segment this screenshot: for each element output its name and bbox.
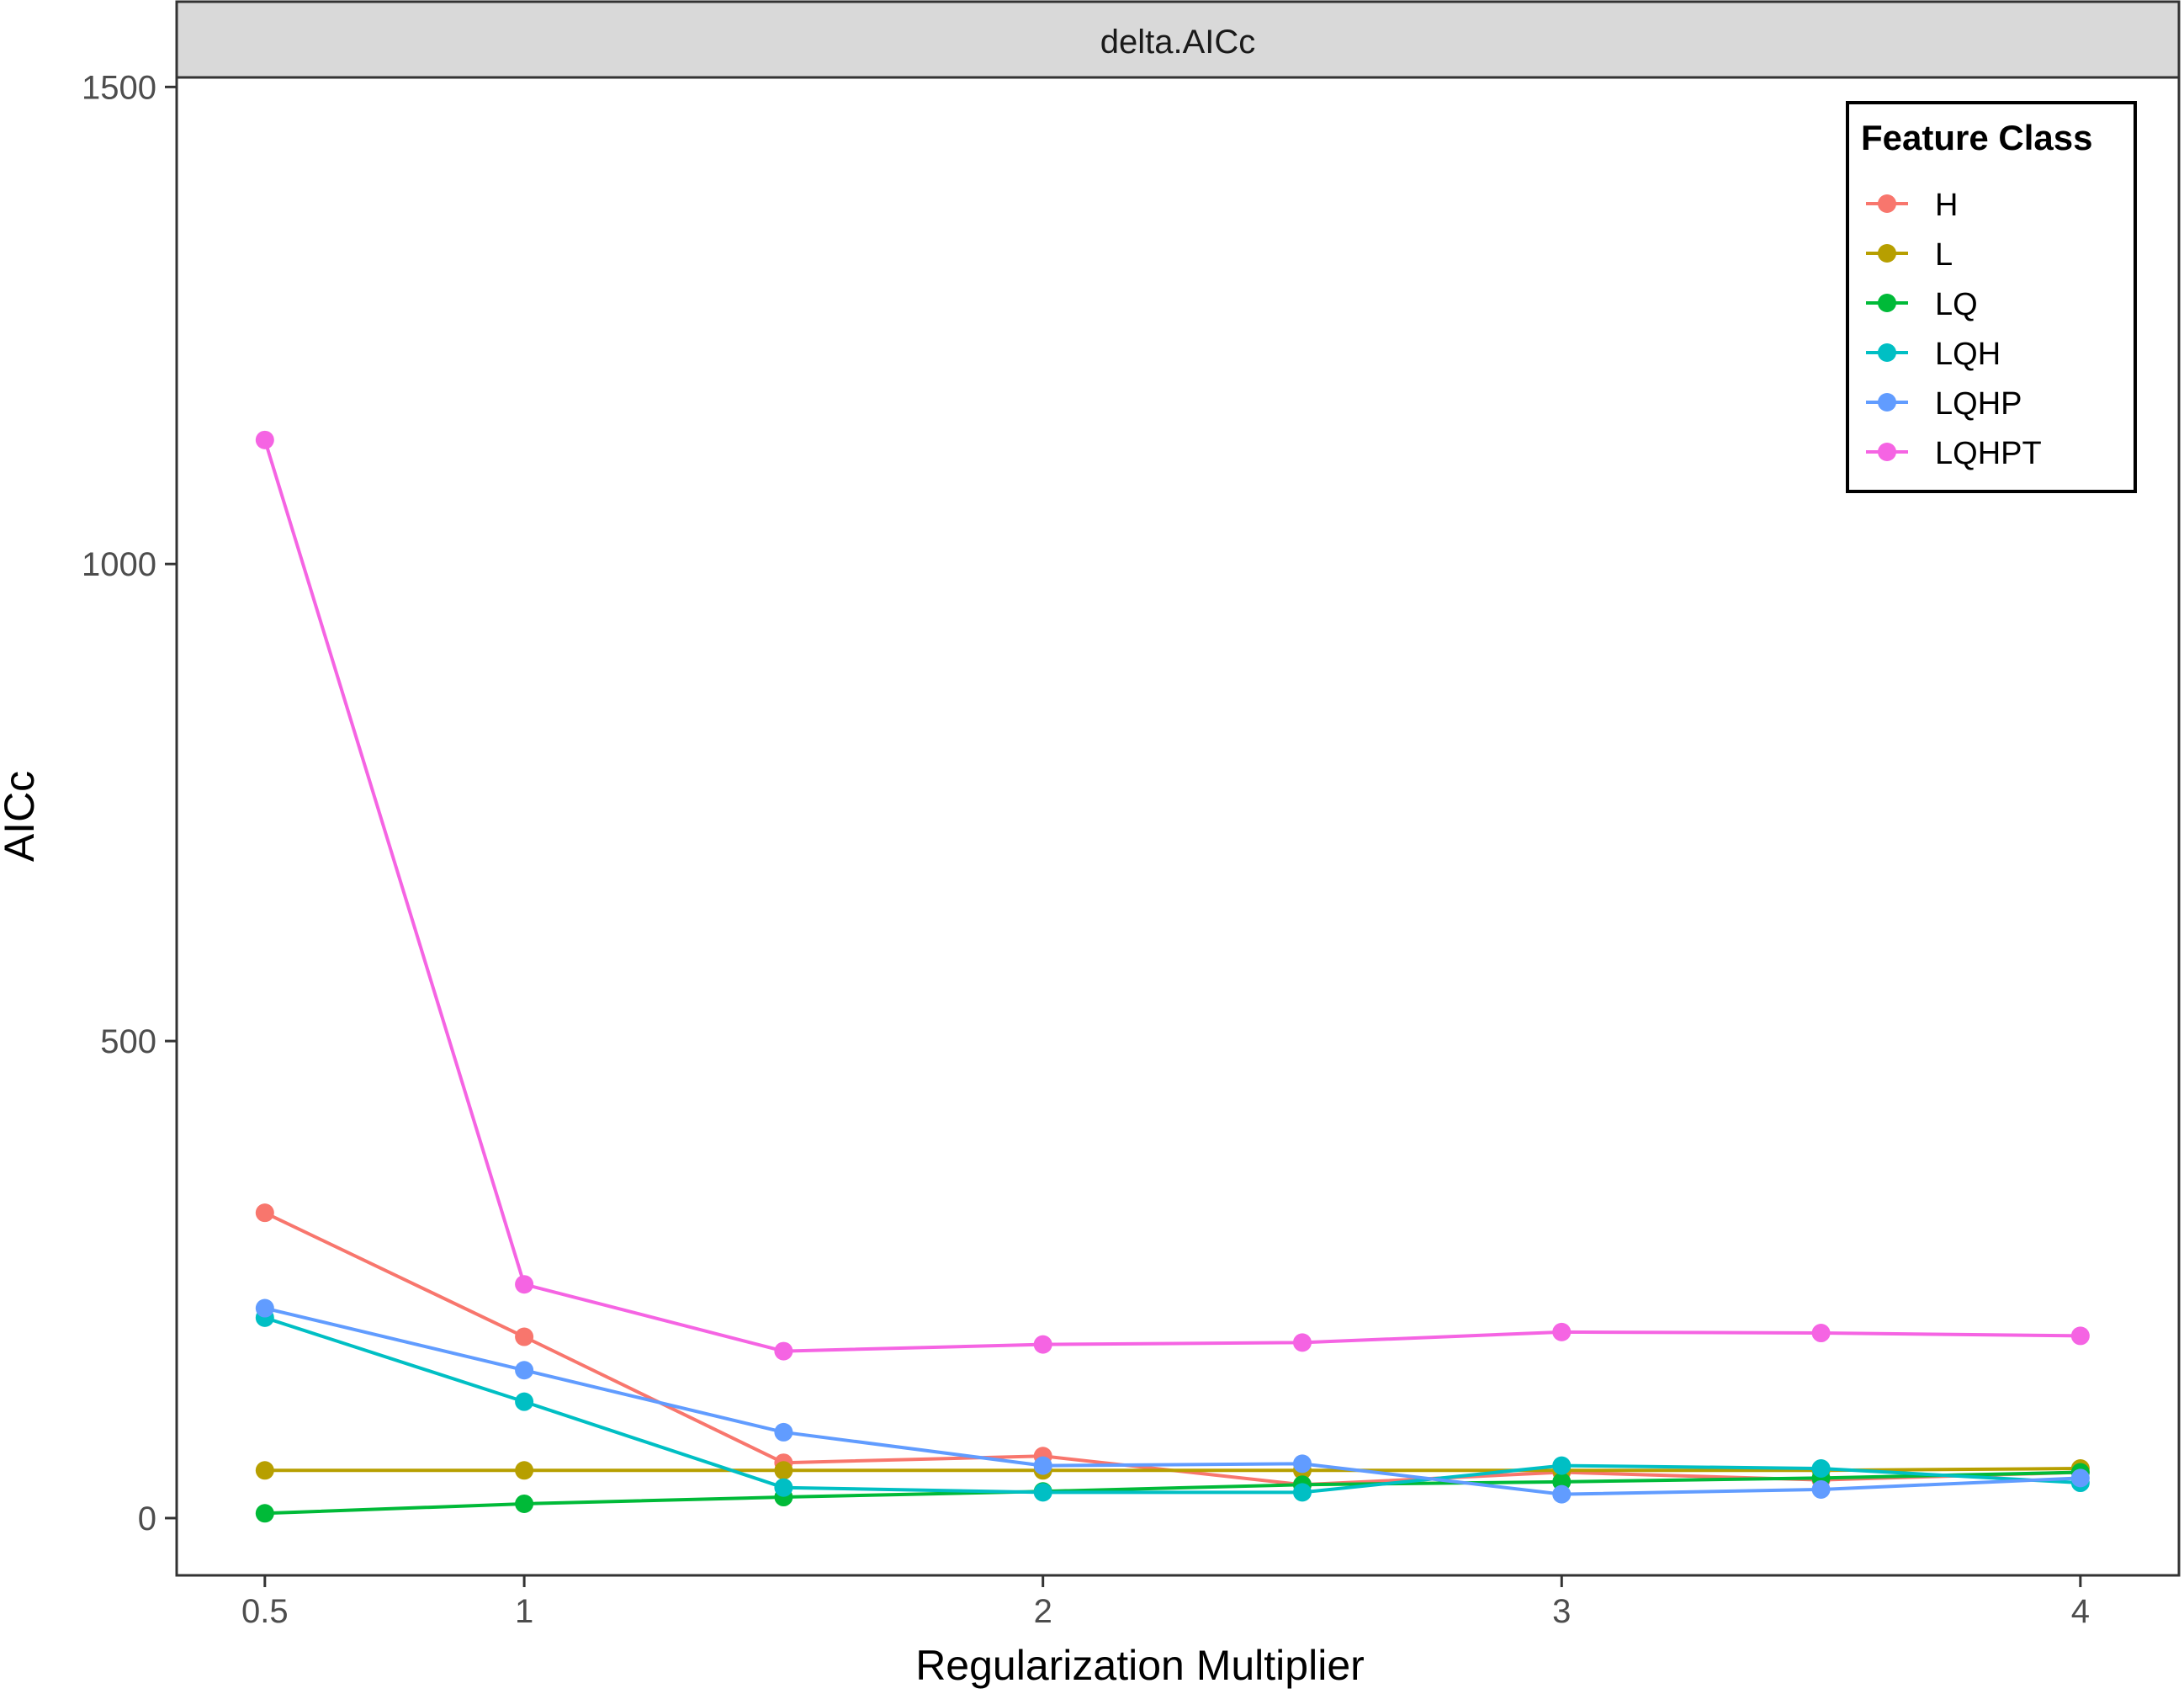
plot-panel xyxy=(175,76,2181,1577)
legend-box xyxy=(1846,101,2137,493)
data-point-lqhp xyxy=(1811,1479,1831,1499)
legend-key-point xyxy=(1878,343,1896,362)
y-tick-label: 500 xyxy=(100,1023,156,1060)
data-point-lqhpt xyxy=(1811,1324,1831,1343)
legend-item-lqhpt: LQHPT xyxy=(1866,436,2042,471)
legend-item-l: L xyxy=(1866,237,1953,273)
series-line-lqhp xyxy=(264,1306,2081,1496)
legend-item-h: H xyxy=(1866,188,1958,223)
series-line-lq xyxy=(264,1470,2081,1516)
facet-strip-label: delta.AICc xyxy=(1100,24,1256,61)
data-point-l xyxy=(515,1461,534,1480)
legend-key-point xyxy=(1878,443,1896,461)
data-point-lqh xyxy=(1033,1483,1052,1502)
x-tick-label: 0.5 xyxy=(241,1593,289,1630)
y-tick-label: 0 xyxy=(138,1500,156,1537)
series-lqhp xyxy=(255,1298,2090,1504)
x-tick-label: 3 xyxy=(1552,1593,1571,1630)
data-point-lqh xyxy=(1811,1459,1831,1479)
x-tick-label: 2 xyxy=(1034,1593,1052,1630)
data-point-lqh xyxy=(515,1392,534,1411)
legend: Feature Class HL LQ LQH LQHP LQHPT xyxy=(1846,101,2137,493)
y-tick-label: 1500 xyxy=(82,69,156,106)
legend-label: LQH xyxy=(1935,337,2001,372)
data-point-lqhp xyxy=(255,1298,274,1318)
x-axis-title: Regularization Multiplier xyxy=(915,1642,1365,1689)
data-point-l xyxy=(774,1461,793,1480)
data-point-lqhpt xyxy=(1292,1333,1312,1352)
data-point-lqh xyxy=(774,1478,793,1497)
series-line-l xyxy=(264,1467,2081,1473)
data-point-lqhpt xyxy=(255,430,274,449)
data-point-lqhp xyxy=(1292,1454,1312,1474)
x-tick-label: 4 xyxy=(2071,1593,2090,1630)
data-point-lqhp xyxy=(1033,1456,1052,1475)
legend-label: H xyxy=(1935,188,1958,223)
data-point-lqhp xyxy=(774,1422,793,1442)
legend-item-lq: LQ xyxy=(1866,287,1978,322)
data-point-lq xyxy=(255,1504,274,1523)
data-point-l xyxy=(255,1461,274,1480)
legend-item-lqh: LQH xyxy=(1866,337,2001,372)
series-lqhpt xyxy=(255,430,2090,1361)
data-point-lqhp xyxy=(1552,1484,1572,1504)
legend-label: LQHP xyxy=(1935,386,2022,422)
facet-strip xyxy=(175,0,2181,79)
legend-items: HL LQ LQH LQHP LQHPT xyxy=(1866,188,2042,471)
data-point-lqh xyxy=(1552,1456,1572,1475)
y-axis: 0 500 1000 1500 xyxy=(82,69,177,1537)
data-point-lqhpt xyxy=(2070,1326,2090,1346)
series-line-lqhpt xyxy=(262,439,2081,1353)
series-line-lqh xyxy=(264,1315,2081,1495)
legend-key-point xyxy=(1878,244,1896,263)
legend-key-point xyxy=(1878,294,1896,312)
legend-key-point xyxy=(1878,393,1896,412)
series-layer xyxy=(255,430,2090,1523)
data-point-lqhpt xyxy=(1033,1335,1052,1354)
data-point-lqhpt xyxy=(515,1275,534,1294)
x-tick-label: 1 xyxy=(515,1593,533,1630)
data-point-lqhp xyxy=(515,1361,534,1380)
legend-label: LQHPT xyxy=(1935,436,2042,471)
data-point-lqhpt xyxy=(1552,1322,1572,1341)
data-point-lqhp xyxy=(2070,1468,2090,1488)
y-tick-label: 1000 xyxy=(82,546,156,583)
legend-label: LQ xyxy=(1935,287,1978,322)
legend-key-point xyxy=(1878,194,1896,213)
data-point-lq xyxy=(515,1494,534,1513)
x-axis: 0.5 1 2 3 4 xyxy=(241,1575,2090,1630)
series-lqh xyxy=(255,1308,2090,1502)
data-point-lqhpt xyxy=(774,1341,793,1361)
y-axis-title: AICc xyxy=(0,771,43,862)
data-point-lqh xyxy=(1292,1483,1312,1502)
legend-item-lqhp: LQHP xyxy=(1866,386,2022,422)
legend-label: L xyxy=(1935,237,1953,273)
data-point-h xyxy=(255,1203,274,1223)
data-point-h xyxy=(515,1327,534,1346)
legend-title: Feature Class xyxy=(1861,118,2092,157)
